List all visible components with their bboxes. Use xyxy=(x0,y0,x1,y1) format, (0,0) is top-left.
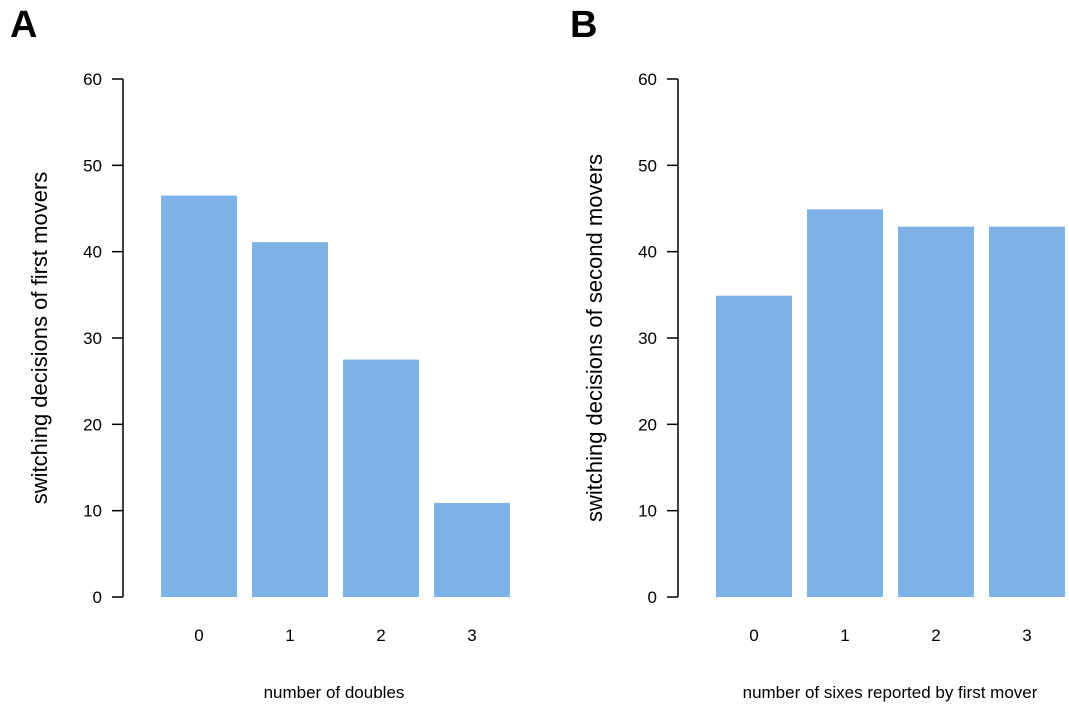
y-tick-label: 20 xyxy=(83,415,102,434)
y-tick-label: 0 xyxy=(648,588,657,607)
y-tick-label: 0 xyxy=(93,588,102,607)
y-tick-label: 30 xyxy=(638,329,657,348)
x-ticks-a: 0 1 2 3 xyxy=(194,626,476,645)
x-tick-label: 3 xyxy=(1022,626,1031,645)
bars-a xyxy=(161,195,510,598)
x-ticks-b: 0 1 2 3 xyxy=(749,626,1031,645)
y-tick-label: 30 xyxy=(83,329,102,348)
y-axis-a: 0 10 20 30 40 50 60 xyxy=(83,70,124,607)
y-tick-label: 60 xyxy=(638,70,657,89)
bar-a-0 xyxy=(161,195,237,598)
bars-b xyxy=(716,209,1065,597)
y-tick-label: 10 xyxy=(83,502,102,521)
panel-label-a: A xyxy=(10,4,37,46)
x-tick-label: 1 xyxy=(285,626,294,645)
bar-b-2 xyxy=(898,226,974,597)
y-tick-label: 40 xyxy=(83,243,102,262)
y-tick-label: 50 xyxy=(83,156,102,175)
x-tick-label: 0 xyxy=(749,626,758,645)
x-tick-label: 3 xyxy=(467,626,476,645)
x-axis-title-a: number of doubles xyxy=(264,683,405,702)
panel-label-b: B xyxy=(570,4,597,46)
bar-a-1 xyxy=(252,242,328,598)
y-tick-label: 60 xyxy=(83,70,102,89)
x-tick-label: 0 xyxy=(194,626,203,645)
x-tick-label: 1 xyxy=(840,626,849,645)
panel-a: A 0 10 20 30 40 50 60 0 1 2 3 switching decisions… xyxy=(10,4,510,702)
y-tick-label: 10 xyxy=(638,502,657,521)
bar-a-2 xyxy=(343,359,419,597)
panel-b: B 0 10 20 30 40 50 60 0 1 2 3 switching decisions… xyxy=(570,4,1065,702)
x-tick-label: 2 xyxy=(931,626,940,645)
x-axis-title-b: number of sixes reported by first mover xyxy=(743,683,1038,702)
bar-b-3 xyxy=(989,226,1065,597)
bar-a-3 xyxy=(434,502,510,597)
y-tick-label: 40 xyxy=(638,243,657,262)
bar-b-1 xyxy=(807,209,883,597)
y-tick-label: 20 xyxy=(638,415,657,434)
y-axis-title-a: switching decisions of first movers xyxy=(27,172,52,505)
x-tick-label: 2 xyxy=(376,626,385,645)
y-axis-title-b: switching decisions of second movers xyxy=(582,154,607,522)
y-axis-b: 0 10 20 30 40 50 60 xyxy=(638,70,679,607)
y-tick-label: 50 xyxy=(638,156,657,175)
bar-b-0 xyxy=(716,295,792,597)
